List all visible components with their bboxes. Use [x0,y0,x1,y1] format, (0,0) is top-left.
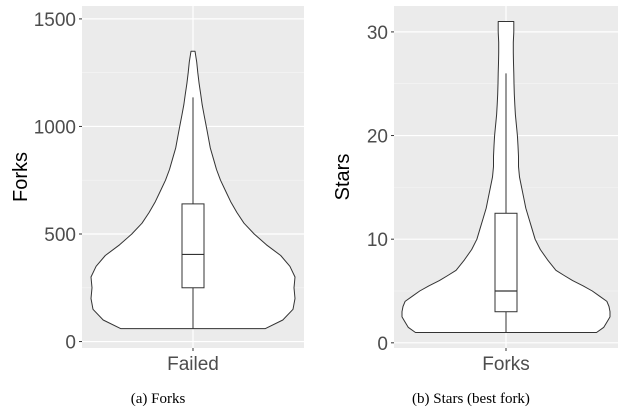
x-tick-label: Forks [482,354,530,375]
y-tick-label: 0 [377,334,388,355]
y-axis-title: Stars [332,154,354,201]
y-tick-label: 20 [367,127,388,148]
iqr-box [494,212,518,313]
y-tick-label: 30 [367,23,388,44]
y-axis-title: Forks [10,152,32,202]
y-tick-label: 1500 [34,10,76,31]
iqr-box [181,203,205,289]
panel-a: 0 500 1000 1500 Failed Forks (a) Forks [10,6,304,407]
panel-b: 0 10 20 30 Forks Stars (b) Stars (best fork) [332,6,618,407]
y-tick-label: 1000 [34,117,76,138]
y-tick-label: 0 [65,333,76,354]
subfigure-caption: (a) Forks [131,391,186,407]
subfigure-caption: (b) Stars (best fork) [412,391,530,407]
y-tick-label: 500 [44,225,76,246]
x-tick-label: Failed [167,354,219,375]
y-tick-label: 10 [367,230,388,251]
